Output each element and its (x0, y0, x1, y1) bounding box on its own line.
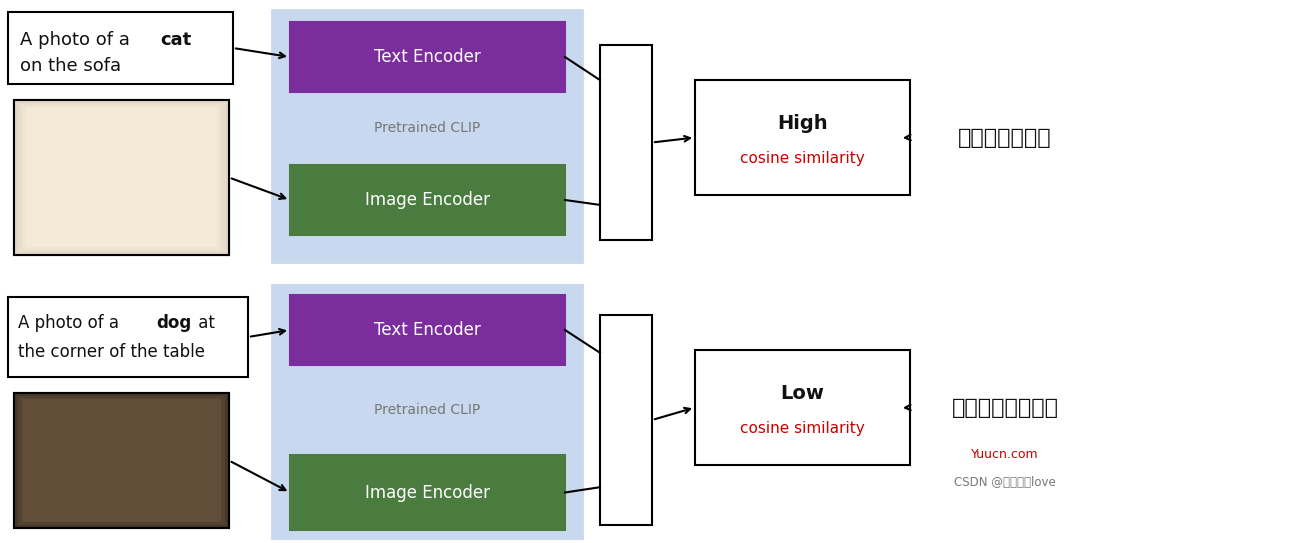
FancyBboxPatch shape (273, 285, 582, 538)
FancyBboxPatch shape (289, 295, 565, 365)
FancyBboxPatch shape (19, 104, 223, 251)
Text: cat: cat (160, 31, 191, 49)
Text: the corner of the table: the corner of the table (18, 343, 205, 361)
FancyBboxPatch shape (273, 10, 582, 262)
FancyBboxPatch shape (600, 315, 652, 525)
Text: Low: Low (780, 384, 824, 403)
Text: cosine similarity: cosine similarity (740, 421, 864, 435)
FancyBboxPatch shape (289, 22, 565, 92)
Text: at: at (193, 314, 215, 332)
Text: Pretrained CLIP: Pretrained CLIP (374, 122, 480, 136)
Text: 文本与图像匹配: 文本与图像匹配 (958, 128, 1051, 148)
Text: Pretrained CLIP: Pretrained CLIP (374, 403, 480, 417)
Text: Image Encoder: Image Encoder (365, 483, 491, 502)
Text: 文本与图像不匹配: 文本与图像不匹配 (951, 398, 1058, 418)
FancyBboxPatch shape (18, 396, 225, 525)
Text: on the sofa: on the sofa (19, 57, 121, 75)
FancyBboxPatch shape (22, 399, 221, 522)
FancyBboxPatch shape (23, 106, 219, 249)
Text: A photo of a: A photo of a (18, 314, 125, 332)
FancyBboxPatch shape (289, 455, 565, 530)
FancyBboxPatch shape (14, 100, 228, 255)
FancyBboxPatch shape (14, 393, 228, 528)
FancyBboxPatch shape (14, 393, 228, 528)
FancyBboxPatch shape (694, 80, 910, 195)
Text: A photo of a: A photo of a (19, 31, 135, 49)
FancyBboxPatch shape (600, 45, 652, 240)
Text: CSDN @丹心向阳love: CSDN @丹心向阳love (954, 476, 1055, 489)
Text: cosine similarity: cosine similarity (740, 151, 864, 166)
FancyBboxPatch shape (8, 297, 248, 377)
Text: High: High (778, 114, 828, 133)
FancyBboxPatch shape (289, 165, 565, 235)
Text: Text Encoder: Text Encoder (374, 48, 480, 66)
FancyBboxPatch shape (14, 100, 228, 255)
FancyBboxPatch shape (694, 350, 910, 465)
Text: Yuucn.com: Yuucn.com (971, 449, 1038, 462)
FancyBboxPatch shape (26, 108, 217, 247)
Text: Image Encoder: Image Encoder (365, 191, 491, 209)
Text: Text Encoder: Text Encoder (374, 321, 480, 339)
FancyBboxPatch shape (8, 12, 234, 84)
FancyBboxPatch shape (17, 102, 226, 253)
Text: dog: dog (156, 314, 191, 332)
